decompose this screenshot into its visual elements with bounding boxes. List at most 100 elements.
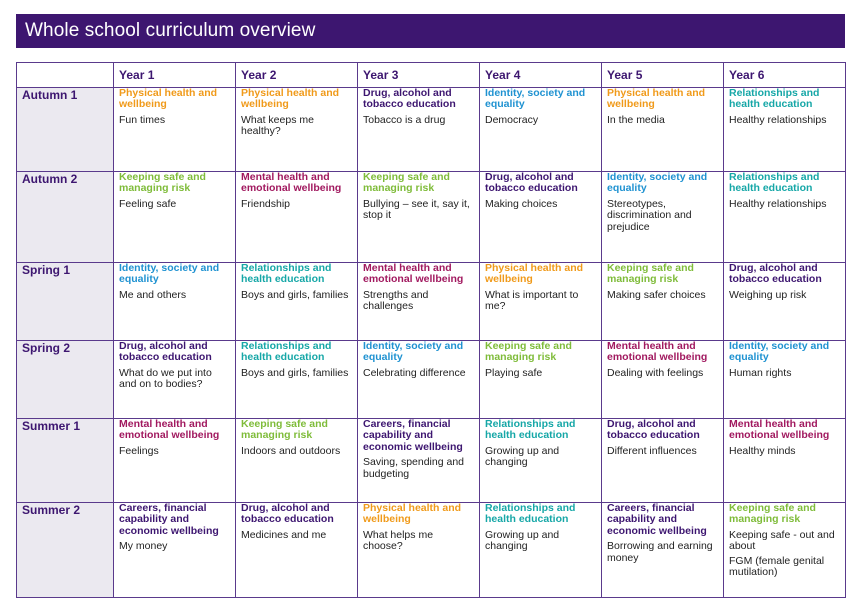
page-title: Whole school curriculum overview <box>16 14 845 48</box>
lesson-title: What do we put into and on to bodies? <box>119 366 212 391</box>
lesson-title: Democracy <box>485 113 539 126</box>
topic-heading: Careers, financial capability and econom… <box>119 502 219 537</box>
topic-heading: Mental health and emotional wellbeing <box>363 262 464 286</box>
curriculum-table: Year 1 Year 2 Year 3 Year 4 Year 5 Year … <box>16 62 846 598</box>
lesson-title: Keeping safe - out and about <box>729 528 835 553</box>
topic-heading: Keeping safe and managing risk <box>607 262 694 286</box>
lesson-title: Different influences <box>607 444 697 457</box>
curriculum-cell: Careers, financial capability and econom… <box>357 418 480 503</box>
lesson-title: Growing up and changing <box>485 444 560 469</box>
term-row: Autumn 2 Keeping safe and managing risk Fe… <box>16 171 846 263</box>
lesson-title: Stereotypes, discrimination and prejudic… <box>607 197 692 233</box>
curriculum-cell: Keeping safe and managing risk Keeping sa… <box>723 502 846 598</box>
lesson-title: What keeps me healthy? <box>241 113 314 138</box>
topic-heading: Drug, alcohol and tobacco education <box>119 340 212 364</box>
curriculum-cell: Physical health and wellbeing What keeps … <box>235 87 358 172</box>
lesson-title: FGM (female genital mutilation) <box>729 554 825 579</box>
lesson-title: Making safer choices <box>607 288 706 301</box>
curriculum-cell: Mental health and emotional wellbeing Str… <box>357 262 480 341</box>
topic-heading: Physical health and wellbeing <box>485 262 584 286</box>
topic-heading: Mental health and emotional wellbeing <box>729 418 830 442</box>
topic-heading: Drug, alcohol and tobacco education <box>363 87 456 111</box>
topic-heading: Identity, society and equality <box>485 87 586 111</box>
curriculum-cell: Mental health and emotional wellbeing Fee… <box>113 418 236 503</box>
topic-heading: Identity, society and equality <box>607 171 708 195</box>
lesson-title: In the media <box>607 113 665 126</box>
curriculum-cell: Drug, alcohol and tobacco education Makin… <box>479 171 602 263</box>
lesson-title: Boys and girls, families <box>241 366 349 379</box>
lesson-title: What helps me choose? <box>363 528 434 553</box>
curriculum-cell: Careers, financial capability and econom… <box>113 502 236 598</box>
term-label: Spring 2 <box>16 340 114 419</box>
topic-heading: Mental health and emotional wellbeing <box>241 171 342 195</box>
curriculum-cell: Drug, alcohol and tobacco education What … <box>113 340 236 419</box>
lesson-title: Indoors and outdoors <box>241 444 341 457</box>
year-header: Year 2 <box>235 62 358 88</box>
term-row: Summer 1 Mental health and emotional well… <box>16 418 846 503</box>
topic-heading: Relationships and health education <box>485 418 576 442</box>
curriculum-cell: Drug, alcohol and tobacco education Weigh… <box>723 262 846 341</box>
topic-heading: Relationships and health education <box>729 171 820 195</box>
lesson-title: Borrowing and earning money <box>607 540 713 564</box>
year-header: Year 3 <box>357 62 480 88</box>
term-label: Spring 1 <box>16 262 114 341</box>
term-label: Autumn 1 <box>16 87 114 172</box>
lesson-title: My money <box>119 540 168 553</box>
lesson-title: Medicines and me <box>241 528 327 541</box>
curriculum-cell: Identity, society and equality Me and oth… <box>113 262 236 341</box>
header-corner <box>16 62 114 88</box>
curriculum-cell: Identity, society and equality Human righ… <box>723 340 846 419</box>
term-row: Summer 2 Careers, financial capability an… <box>16 502 846 598</box>
curriculum-cell: Keeping safe and managing risk Indoors an… <box>235 418 358 503</box>
topic-heading: Relationships and health education <box>729 87 820 111</box>
curriculum-cell: Mental health and emotional wellbeing Fri… <box>235 171 358 263</box>
curriculum-cell: Identity, society and equality Stereotype… <box>601 171 724 263</box>
year-header: Year 5 <box>601 62 724 88</box>
topic-heading: Relationships and health education <box>241 340 332 364</box>
lesson-title: Playing safe <box>485 366 543 379</box>
term-row: Autumn 1 Physical health and wellbeing Fun… <box>16 87 846 172</box>
curriculum-cell: Relationships and health education Health… <box>723 87 846 172</box>
curriculum-cell: Relationships and health education Growin… <box>479 418 602 503</box>
lesson-title: Saving, spending and budgeting <box>363 456 464 480</box>
topic-heading: Relationships and health education <box>241 262 332 286</box>
curriculum-cell: Keeping safe and managing risk Playing sa… <box>479 340 602 419</box>
topic-heading: Keeping safe and managing risk <box>729 502 816 526</box>
lesson-title: Tobacco is a drug <box>363 113 446 126</box>
curriculum-cell: Keeping safe and managing risk Bullying –… <box>357 171 480 263</box>
topic-heading: Identity, society and equality <box>119 262 220 286</box>
lesson-title: Making choices <box>485 197 558 210</box>
lesson-title: Friendship <box>241 197 291 210</box>
curriculum-cell: Mental health and emotional wellbeing Dea… <box>601 340 724 419</box>
topic-heading: Keeping safe and managing risk <box>119 171 206 195</box>
term-row: Spring 2 Drug, alcohol and tobacco educat… <box>16 340 846 419</box>
curriculum-cell: Mental health and emotional wellbeing Hea… <box>723 418 846 503</box>
topic-heading: Careers, financial capability and econom… <box>607 502 707 537</box>
topic-heading: Physical health and wellbeing <box>119 87 218 111</box>
topic-heading: Keeping safe and managing risk <box>363 171 450 195</box>
year-header: Year 4 <box>479 62 602 88</box>
topic-heading: Drug, alcohol and tobacco education <box>607 418 700 442</box>
topic-heading: Drug, alcohol and tobacco education <box>729 262 822 286</box>
curriculum-cell: Drug, alcohol and tobacco education Diffe… <box>601 418 724 503</box>
topic-heading: Drug, alcohol and tobacco education <box>241 502 334 526</box>
curriculum-cell: Physical health and wellbeing In the medi… <box>601 87 724 172</box>
topic-heading: Relationships and health education <box>485 502 576 526</box>
curriculum-cell: Keeping safe and managing risk Feeling sa… <box>113 171 236 263</box>
term-label: Summer 2 <box>16 502 114 598</box>
topic-heading: Careers, financial capability and econom… <box>363 418 463 453</box>
topic-heading: Mental health and emotional wellbeing <box>607 340 708 364</box>
curriculum-cell: Identity, society and equality Democracy <box>479 87 602 172</box>
term-label: Autumn 2 <box>16 171 114 263</box>
lesson-title: Healthy minds <box>729 444 796 457</box>
curriculum-cell: Physical health and wellbeing What is imp… <box>479 262 602 341</box>
lesson-title: Celebrating difference <box>363 366 466 379</box>
topic-heading: Mental health and emotional wellbeing <box>119 418 220 442</box>
lesson-title: Healthy relationships <box>729 113 827 126</box>
curriculum-cell: Relationships and health education Health… <box>723 171 846 263</box>
lesson-title: Fun times <box>119 113 166 126</box>
topic-heading: Physical health and wellbeing <box>363 502 462 526</box>
lesson-title: Healthy relationships <box>729 197 827 210</box>
lesson-title: Growing up and changing <box>485 528 560 553</box>
lesson-title: Feelings <box>119 444 159 457</box>
